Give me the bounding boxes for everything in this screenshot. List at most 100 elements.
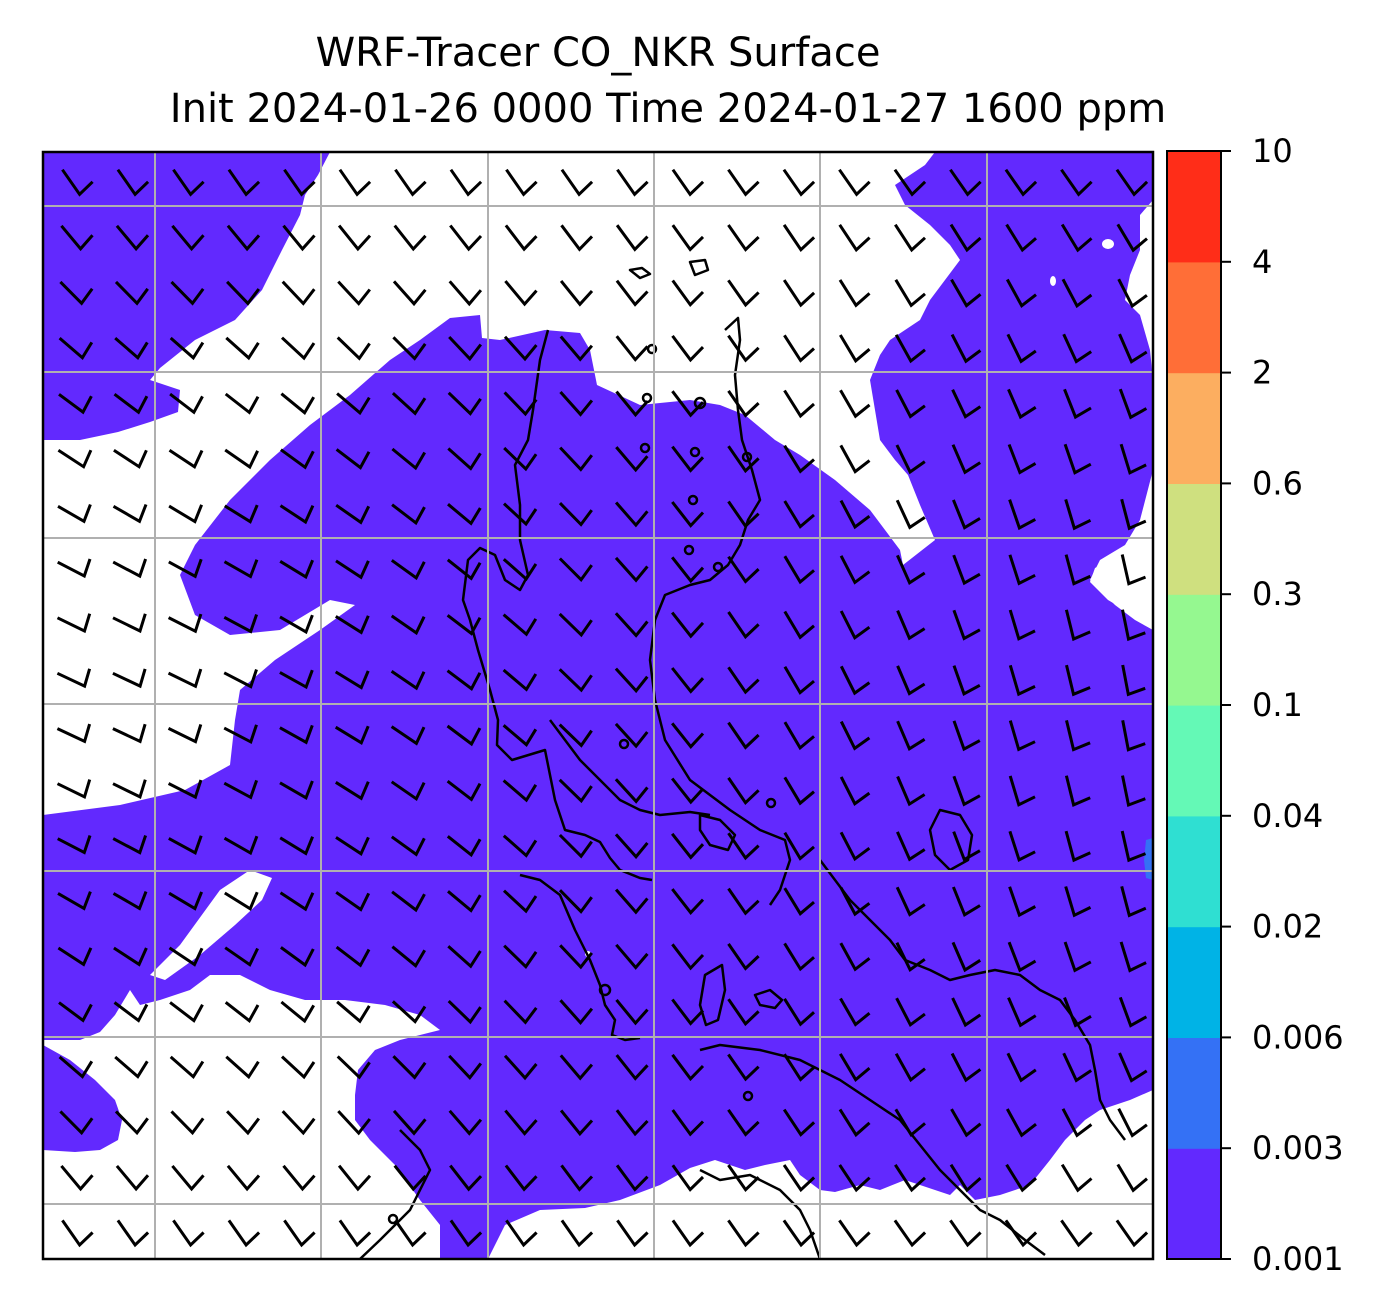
wind-barb [447, 890, 482, 913]
coastline-south-2 [699, 1168, 822, 1259]
wind-barb [393, 224, 427, 252]
wind-barb [894, 1052, 926, 1083]
map-panel [43, 152, 1153, 1259]
wind-barb [951, 444, 982, 475]
wind-barb [279, 891, 315, 912]
wind-barb [949, 1219, 982, 1248]
wind-barb [727, 721, 760, 750]
wind-barb [280, 336, 316, 361]
wind-barb [279, 614, 314, 635]
wind-barb [1061, 278, 1093, 309]
wind-barb [1005, 1163, 1037, 1193]
wind-barb [1064, 554, 1091, 586]
wind-barb [336, 1055, 371, 1080]
wind-barb [782, 1219, 816, 1248]
coastline-island-3 [753, 988, 784, 1010]
wind-barb [1064, 775, 1091, 807]
wind-barb [671, 943, 705, 971]
wind-barb [391, 447, 426, 471]
wind-barb [839, 665, 871, 696]
wind-barb [227, 1219, 261, 1248]
wind-barb [782, 168, 816, 197]
colorbar-block [1167, 151, 1221, 263]
wind-barb [558, 889, 593, 914]
wind-barb [1119, 443, 1147, 475]
coastline-islet [598, 983, 612, 997]
wind-barb [168, 891, 203, 911]
wind-barb [112, 613, 147, 634]
wind-barb [894, 279, 926, 308]
coastline-islet [693, 396, 707, 410]
wind-barb [671, 998, 705, 1026]
wind-barb [1006, 333, 1037, 364]
wind-barb [1065, 664, 1091, 697]
wind-barb [336, 336, 371, 361]
wind-barb [391, 1000, 427, 1024]
wind-barb [447, 391, 482, 416]
wind-barb [503, 335, 538, 362]
co-fill-southwest [43, 1045, 122, 1152]
clean-pocket-small-2 [1050, 276, 1056, 286]
wind-barb [783, 666, 815, 695]
wind-barb [727, 500, 760, 529]
wind-barb [783, 721, 815, 751]
wind-barb [502, 502, 538, 527]
wind-barb [671, 1109, 705, 1137]
wind-barb [112, 503, 148, 524]
wind-barbs [56, 168, 1149, 1248]
coastline-islet [646, 343, 658, 355]
wind-barb [446, 669, 482, 691]
wind-barb [114, 280, 149, 306]
colorbar-tick-label: 0.003 [1252, 1129, 1344, 1167]
wind-barb [1061, 1108, 1093, 1138]
wind-barb [1008, 720, 1036, 752]
wind-barb [952, 775, 981, 807]
wind-barb [950, 333, 982, 364]
wind-barb [671, 1053, 705, 1082]
wind-barb [615, 1164, 649, 1192]
wind-barb [1120, 830, 1147, 863]
wind-barb [839, 776, 871, 806]
wind-barb [615, 998, 649, 1026]
wind-barb [1008, 609, 1036, 641]
wind-barb [671, 556, 705, 584]
wind-barb [1008, 886, 1037, 918]
colorbar: 0.001 0.003 0.006 0.02 0.04 0.1 0.3 0.6 2 4 10 [1166, 132, 1344, 1278]
wind-barb [60, 1164, 94, 1192]
wind-barb [895, 444, 926, 475]
wind-barb [615, 335, 649, 362]
wind-barb [558, 668, 593, 693]
wind-barb [61, 1219, 94, 1248]
coastline-east-islands [819, 859, 1126, 1141]
wind-barb [1005, 223, 1037, 253]
wind-barb [446, 724, 482, 747]
wind-barb [783, 444, 815, 474]
wind-barb [503, 999, 538, 1025]
wind-barb [671, 335, 705, 363]
wind-barb [503, 944, 538, 970]
wind-barb [895, 997, 926, 1028]
wind-barb [337, 224, 372, 252]
wind-barb [1060, 1219, 1093, 1248]
wind-barb [896, 610, 926, 641]
wind-barb [392, 336, 427, 361]
wind-barb [448, 335, 482, 362]
wind-barb [58, 336, 94, 360]
wind-barb [171, 224, 205, 252]
wind-barb [56, 779, 92, 800]
wind-barb [280, 392, 315, 415]
wind-barb [782, 279, 816, 308]
wind-barb [727, 224, 760, 252]
coastline-bay [549, 719, 711, 817]
wind-barb [839, 942, 871, 972]
colorbar-tick-label: 0.04 [1252, 797, 1323, 835]
wind-barb [671, 667, 705, 694]
coastline-islet [387, 1213, 399, 1225]
wind-barb [502, 558, 538, 582]
wind-barb [112, 558, 148, 579]
wind-barb [1121, 775, 1146, 808]
wind-barb [838, 279, 871, 308]
wind-barb [335, 836, 370, 857]
coastline-islet [618, 738, 630, 750]
